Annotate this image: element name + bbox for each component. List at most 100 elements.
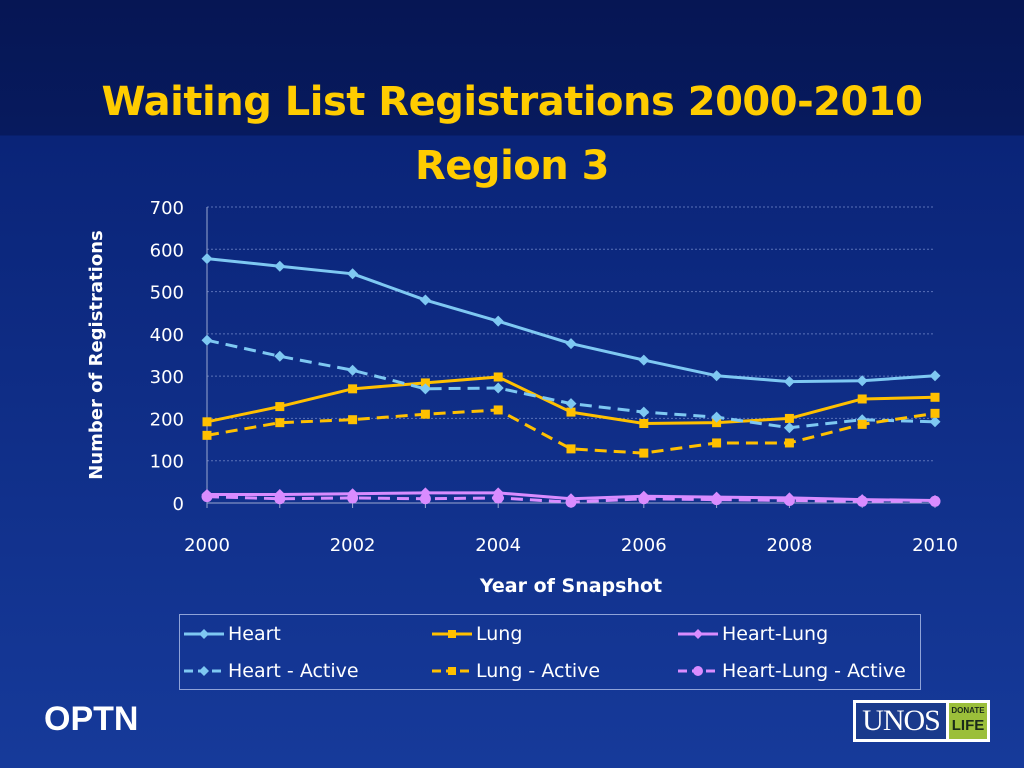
legend-item-lung: Lung (432, 622, 522, 646)
x-tick-label: 2010 (912, 535, 958, 556)
data-point (493, 405, 503, 415)
data-point (565, 398, 577, 410)
y-tick-label: 200 (150, 409, 184, 430)
data-point (202, 417, 212, 427)
legend-marker-heart (184, 629, 224, 639)
data-point (783, 376, 795, 388)
legend-label-heart: Heart (228, 623, 281, 645)
data-point (275, 418, 285, 428)
data-point (929, 416, 941, 428)
legend-item-heart-lung: Heart-Lung (678, 622, 828, 646)
legend-item-heart-active: Heart - Active (184, 659, 359, 683)
series-heart-active (201, 334, 941, 434)
chart-legend: Heart Lung Heart-Lung Heart - Active Lun… (179, 614, 921, 690)
data-point (492, 382, 504, 394)
data-point (857, 394, 867, 404)
data-point (201, 253, 213, 265)
legend-label-lung: Lung (476, 623, 523, 645)
data-point (856, 495, 868, 507)
data-point (201, 334, 213, 346)
legend-item-lung-active: Lung - Active (432, 659, 600, 683)
x-tick-label: 2002 (330, 535, 376, 556)
legend-marker-lung (432, 630, 472, 638)
data-point (493, 372, 503, 382)
donate-life-badge-bottom: LIFE (951, 717, 985, 734)
donate-life-badge-top: DONATE (951, 706, 985, 715)
data-point (274, 493, 286, 505)
data-point (857, 419, 867, 429)
data-point (784, 438, 794, 448)
data-point (347, 364, 359, 376)
series-group (201, 253, 941, 508)
axes (206, 207, 936, 508)
data-point (711, 494, 723, 506)
x-tick-label: 2008 (766, 535, 812, 556)
unos-wordmark: UNOS (856, 703, 946, 739)
legend-marker-heart-lung-active (678, 666, 718, 676)
data-point (348, 384, 358, 394)
data-point (348, 415, 358, 425)
x-tick-label: 2004 (475, 535, 521, 556)
data-point (275, 402, 285, 412)
y-axis-label: Number of Registrations (86, 230, 107, 479)
y-tick-label: 100 (150, 452, 184, 473)
unos-donate-life-logo: UNOS DONATE LIFE (853, 700, 990, 742)
x-tick-label: 2006 (621, 535, 667, 556)
data-point (930, 392, 940, 402)
data-point (711, 411, 723, 423)
legend-label-heart-lung-active: Heart-Lung - Active (722, 660, 906, 682)
data-point (419, 493, 431, 505)
slide-title: Waiting List Registrations 2000-2010 Reg… (0, 70, 1024, 198)
data-point (565, 338, 577, 350)
y-tick-label: 600 (150, 240, 184, 261)
y-tick-label: 0 (173, 494, 184, 515)
data-point (638, 406, 650, 418)
y-tick-label: 300 (150, 367, 184, 388)
data-point (929, 495, 941, 507)
data-point (711, 370, 723, 382)
optn-logo-text: OPTN (44, 700, 139, 738)
data-point (565, 496, 577, 508)
data-point (638, 354, 650, 366)
series-heart (201, 253, 941, 388)
data-point (419, 383, 431, 395)
legend-item-heart: Heart (184, 622, 281, 646)
data-point (783, 422, 795, 434)
title-line-1: Waiting List Registrations 2000-2010 (101, 79, 923, 125)
data-point (420, 409, 430, 419)
line-chart: 0 100 200 300 400 500 600 700 2000 2002 2004 2006 20… (86, 198, 958, 597)
data-point (783, 494, 795, 506)
legend-item-heart-lung-active: Heart-Lung - Active (678, 659, 906, 683)
data-point (419, 294, 431, 306)
data-point (347, 492, 359, 504)
y-tick-label: 400 (150, 325, 184, 346)
data-point (202, 430, 212, 440)
data-point (929, 370, 941, 382)
data-point (856, 375, 868, 387)
data-point (639, 419, 649, 429)
tick-labels: 0 100 200 300 400 500 600 700 2000 2002 2004 2006 20… (150, 198, 958, 556)
series-line-lung-active (206, 408, 936, 455)
donate-life-badge: DONATE LIFE (949, 703, 987, 739)
data-point (566, 444, 576, 454)
legend-label-heart-lung: Heart-Lung (722, 623, 829, 645)
data-point (930, 408, 940, 418)
title-line-2: Region 3 (415, 143, 610, 189)
data-point (274, 350, 286, 362)
data-point (712, 438, 722, 448)
data-point (347, 268, 359, 280)
data-point (201, 491, 213, 503)
data-point (274, 260, 286, 272)
x-tick-label: 2000 (184, 535, 230, 556)
legend-marker-heart-lung (678, 629, 718, 639)
legend-marker-heart-active (184, 666, 224, 676)
series-heart-lung-active (201, 491, 941, 508)
legend-marker-lung-active (432, 667, 472, 675)
y-tick-label: 700 (150, 198, 184, 219)
data-point (784, 413, 794, 423)
data-point (639, 448, 649, 458)
legend-label-lung-active: Lung - Active (476, 660, 601, 682)
legend-label-heart-active: Heart - Active (228, 660, 359, 682)
x-axis-label: Year of Snapshot (479, 575, 662, 597)
series-line-heart (206, 257, 936, 384)
